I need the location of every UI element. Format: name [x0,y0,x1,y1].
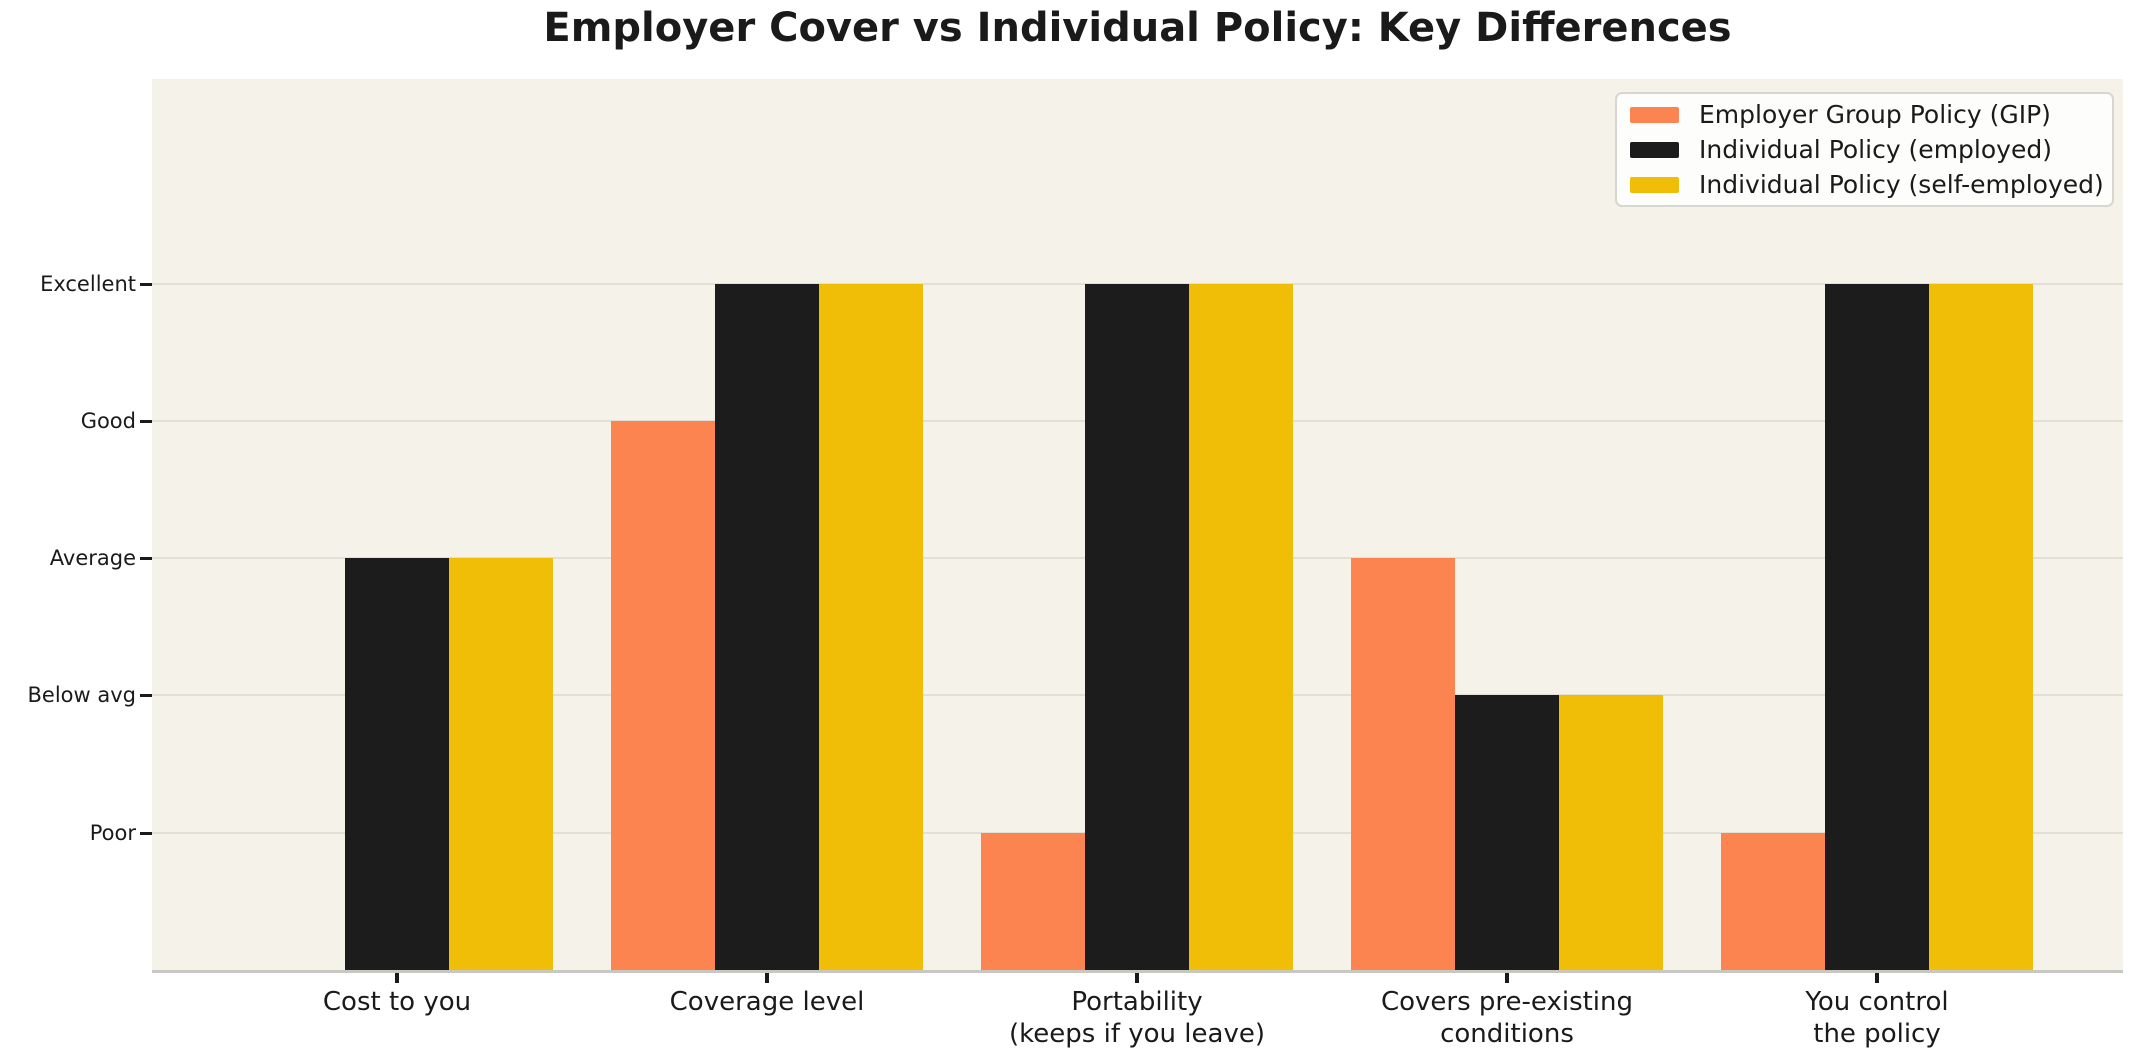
y-tick-label: Excellent [40,271,136,296]
bar-employed [345,558,449,970]
bar-employed [1825,283,1929,970]
legend-row: Employer Group Policy (GIP) [1630,100,2112,129]
bar-self-employed [819,283,923,970]
plot-area [152,79,2123,973]
bar-self-employed [1559,695,1663,970]
legend-label: Individual Policy (self-employed) [1699,170,2104,199]
x-tick-mark [1505,973,1509,983]
x-tick-label-line: Portability [1071,987,1203,1017]
x-tick-mark [1135,973,1139,983]
bar-self-employed [449,558,553,970]
y-tick-label: Poor [89,820,136,845]
legend-swatch [1630,141,1679,158]
legend-label: Individual Policy (employed) [1699,135,2052,164]
x-tick-label: Portability (keeps if you leave) [877,986,1397,1050]
bar-gip [1351,558,1455,970]
legend-row: Individual Policy (self-employed) [1630,170,2112,199]
bar-self-employed [1189,283,1293,970]
x-tick-mark [765,973,769,983]
x-tick-label-line: (keeps if you leave) [1009,1019,1265,1049]
x-tick-label-line: Cost to you [322,987,472,1017]
legend-swatch [1630,176,1679,193]
bar-gip [981,832,1085,970]
x-tick-label: You control the policy [1617,986,2137,1050]
x-tick-label-line: Covers pre-existing [1380,987,1634,1017]
bar-gip [1721,832,1825,970]
x-tick-label-line: the policy [1813,1019,1941,1049]
x-tick-mark [395,973,399,983]
legend-label: Employer Group Policy (GIP) [1699,100,2051,129]
y-tick-mark [140,557,152,561]
y-tick-label: Below avg [27,683,137,708]
legend-swatch [1630,106,1679,123]
x-tick-label: Cost to you [137,986,657,1018]
bar-gip [611,420,715,970]
legend: Employer Group Policy (GIP) Individual Po… [1615,92,2114,207]
y-tick-mark [140,694,152,698]
x-tick-mark [1875,973,1879,983]
x-tick-label: Coverage level [507,986,1027,1018]
y-tick-mark [140,282,152,286]
x-tick-label-line: You control [1805,987,1949,1017]
y-tick-mark [140,831,152,835]
y-tick-label: Average [49,546,136,571]
x-tick-label: Covers pre-existing conditions [1247,986,1767,1050]
bar-employed [1085,283,1189,970]
chart-title: Employer Cover vs Individual Policy: Key… [543,5,1732,51]
bar-employed [1455,695,1559,970]
bar-employed [715,283,819,970]
bar-self-employed [1929,283,2033,970]
legend-row: Individual Policy (employed) [1630,135,2112,164]
y-tick-label: Good [80,408,136,433]
x-tick-label-line: conditions [1440,1019,1574,1049]
x-tick-label-line: Coverage level [669,987,865,1017]
gridline [152,282,2123,285]
y-tick-mark [140,419,152,423]
